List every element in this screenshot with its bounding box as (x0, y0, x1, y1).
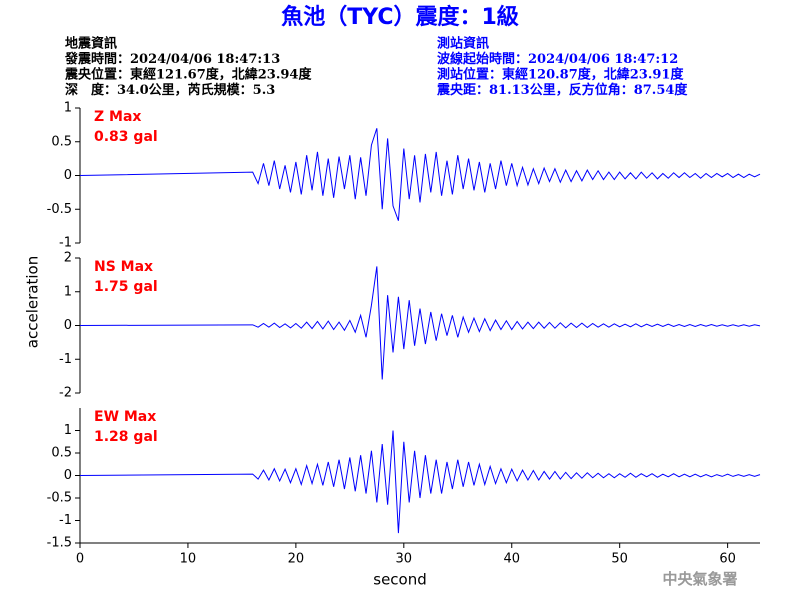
y-tick-label: 1 (64, 101, 72, 116)
x-tick-label: 30 (396, 552, 413, 567)
y-tick-label: 1 (64, 423, 72, 438)
waveform (79, 266, 761, 380)
y-tick-label: 0.5 (51, 134, 72, 149)
y-tick-label: -2 (59, 386, 72, 401)
annotation: Z Max (94, 109, 141, 125)
y-tick-label: -0.5 (47, 202, 72, 217)
annotation: 1.28 gal (94, 429, 158, 445)
station-info: 波線起始時間：2024/04/06 18:47:12 (437, 51, 678, 67)
event-info: 發震時間：2024/04/06 18:47:13 (64, 51, 280, 67)
annotation: 0.83 gal (94, 129, 158, 145)
event-info: 地震資訊 (65, 36, 117, 52)
y-tick-label: 0.5 (51, 446, 72, 461)
y-axis-label: acceleration (24, 256, 42, 348)
y-tick-label: -1.5 (47, 536, 72, 551)
waveform (79, 430, 761, 534)
x-tick-label: 50 (611, 552, 628, 567)
station-info: 測站位置：東經120.87度，北緯23.91度 (437, 67, 684, 83)
y-tick-label: 0 (64, 318, 72, 333)
x-axis-label: second (373, 571, 427, 589)
x-tick-label: 0 (76, 552, 84, 567)
y-tick-label: 0 (64, 168, 72, 183)
waveform (79, 128, 761, 221)
event-info: 震央位置：東經121.67度，北緯23.94度 (64, 67, 312, 83)
y-tick-label: -1 (59, 352, 72, 367)
y-tick-label: -1 (59, 513, 72, 528)
y-tick-label: 1 (64, 284, 72, 299)
event-info: 深 度：34.0公里，芮氏規模：5.3 (65, 82, 275, 98)
chart-title: 魚池（TYC）震度：1級 (281, 4, 519, 30)
x-tick-label: 10 (180, 552, 197, 567)
station-info: 震央距：81.13公里，反方位角：87.54度 (436, 82, 688, 98)
x-tick-label: 60 (719, 552, 736, 567)
y-tick-label: -1 (59, 236, 72, 251)
x-tick-label: 20 (288, 552, 305, 567)
station-info: 測站資訊 (437, 36, 489, 52)
annotation: 1.75 gal (94, 279, 158, 295)
y-tick-label: -0.5 (47, 491, 72, 506)
annotation: EW Max (94, 409, 156, 425)
y-tick-label: 2 (64, 251, 72, 266)
footer: 中央氣象署 (662, 570, 737, 588)
y-tick-label: 0 (64, 468, 72, 483)
annotation: NS Max (94, 259, 153, 275)
x-tick-label: 40 (503, 552, 520, 567)
